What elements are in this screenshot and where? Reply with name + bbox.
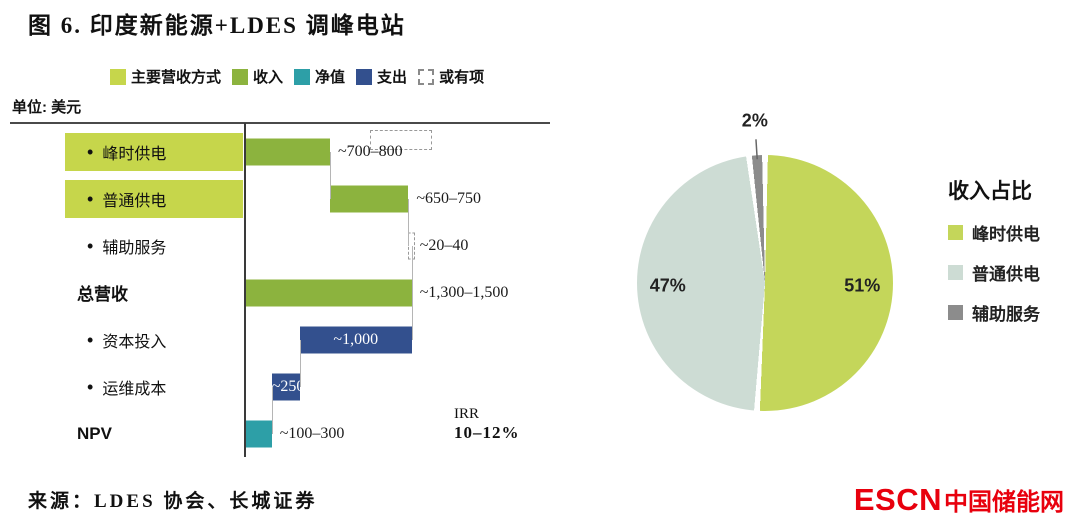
row-label-text: 普通供电 [102, 192, 167, 210]
pie-chart [637, 155, 893, 411]
waterfall-row: • 普通供电 ~650–750 [10, 175, 558, 222]
waterfall-connector [411, 292, 413, 340]
bar-expense [299, 326, 412, 353]
pie-area: 51% 47% 2% [610, 105, 920, 417]
legend-label: 净值 [315, 69, 346, 86]
legend-swatch [110, 68, 126, 85]
row-label: • 峰时供电 [65, 132, 243, 171]
legend-label: 支出 [377, 69, 408, 86]
escn-logo: ESCN 中国储能网 [854, 482, 1064, 518]
row-label-text: 辅助服务 [102, 239, 167, 257]
waterfall-connector [408, 198, 410, 246]
pie-legend-item: 峰时供电 [948, 220, 1080, 245]
logo-escn: ESCN [853, 482, 942, 517]
bullet-icon: • [87, 188, 94, 209]
bullet-icon: • [87, 376, 94, 397]
pie-legend-title: 收入占比 [948, 180, 1032, 203]
waterfall-row: • 运维成本 ~250 [10, 363, 558, 410]
row-label: • 资本投入 [65, 321, 243, 359]
pie-legend-swatch [948, 305, 963, 320]
irr-value: 10–12% [454, 423, 520, 442]
bullet-icon: • [87, 235, 94, 256]
row-label-text: 峰时供电 [102, 145, 167, 163]
value-label: ~20–40 [419, 236, 469, 254]
source-note: 来源：LDES 协会、长城证券 [28, 491, 318, 512]
value-label: ~1,300–1,500 [419, 283, 509, 301]
legend-swatch [356, 68, 373, 85]
waterfall-chart: 主要营收方式 收入 净值 支出 或有项 单位: 美元 • 峰时供电 ~700–800 • 普通供… [10, 66, 558, 466]
bullet-icon: • [87, 141, 94, 162]
bar-net [246, 420, 272, 447]
bar-revenue [330, 185, 409, 212]
legend-swatch [294, 68, 311, 85]
waterfall-row: • 辅助服务 ~20–40 [10, 222, 558, 269]
bar-total [246, 279, 412, 306]
value-label: ~250 [271, 377, 305, 395]
logo-cn: 中国储能网 [944, 489, 1064, 516]
pie-legend: 收入占比 峰时供电普通供电辅助服务 [948, 175, 1080, 325]
value-label: ~700–800 [338, 142, 403, 160]
legend-swatch [418, 68, 435, 85]
unit-label: 单位: 美元 [12, 99, 82, 116]
value-label: ~100–300 [279, 424, 345, 442]
legend-item: 或有项 [418, 66, 484, 87]
row-label-text: 运维成本 [102, 380, 167, 398]
legend-label: 主要营收方式 [131, 69, 222, 86]
waterfall-connector [330, 151, 331, 199]
pie-legend-label: 普通供电 [972, 265, 1040, 284]
waterfall-row: • 资本投入 ~1,000 [10, 316, 558, 363]
row-label: 总营收 [65, 274, 243, 312]
value-label: ~650–750 [416, 189, 482, 207]
legend-label: 或有项 [439, 69, 485, 86]
waterfall-connector [411, 245, 413, 293]
irr-label: IRR [454, 406, 480, 422]
legend-item: 净值 [294, 66, 345, 87]
pie-legend-label: 辅助服务 [972, 305, 1040, 324]
row-label: • 运维成本 [65, 368, 243, 406]
contingent-range-box [370, 130, 432, 150]
row-label-text: 总营收 [77, 285, 128, 304]
pie-legend-items: 峰时供电普通供电辅助服务 [948, 220, 1080, 325]
legend-item: 收入 [232, 66, 283, 87]
pie-legend-item: 普通供电 [948, 260, 1080, 285]
waterfall-connector [299, 339, 301, 387]
pie-value-label: 47% [649, 275, 686, 296]
legend-label: 收入 [253, 69, 284, 86]
pie-legend-item: 辅助服务 [948, 300, 1080, 325]
figure-title: 图 6. 印度新能源+LDES 调峰电站 [28, 13, 406, 38]
row-label: • 辅助服务 [65, 227, 243, 265]
legend-item: 支出 [356, 66, 407, 87]
waterfall-connector [271, 386, 273, 434]
irr-annotation: IRR 10–12% [454, 406, 520, 443]
pie-value-label: 2% [741, 110, 768, 131]
bar-expense [271, 373, 300, 400]
waterfall-legend: 主要营收方式 收入 净值 支出 或有项 [110, 66, 484, 87]
waterfall-row: NPV ~100–300 [10, 410, 558, 457]
legend-item: 主要营收方式 [110, 66, 221, 87]
chart-top-rule [10, 122, 550, 124]
pie-legend-swatch [948, 265, 963, 280]
waterfall-row: 总营收 ~1,300–1,500 [10, 269, 558, 316]
waterfall-row: • 峰时供电 ~700–800 [10, 128, 558, 175]
pie-legend-swatch [948, 225, 963, 240]
bullet-icon: • [87, 329, 94, 350]
pie-value-label: 51% [844, 275, 881, 296]
pie-legend-label: 峰时供电 [972, 225, 1040, 244]
row-label-text: 资本投入 [102, 333, 167, 351]
waterfall-axis-line [244, 123, 246, 457]
waterfall-rows: • 峰时供电 ~700–800 • 普通供电 ~650–750 • 辅助服务 ~20–40 总营收… [10, 128, 558, 457]
bar-revenue [246, 138, 330, 165]
legend-swatch [232, 68, 249, 85]
row-label-text: NPV [77, 423, 112, 443]
row-label: • 普通供电 [65, 179, 243, 218]
value-label: ~1,000 [333, 330, 379, 348]
row-label: NPV [65, 415, 243, 453]
